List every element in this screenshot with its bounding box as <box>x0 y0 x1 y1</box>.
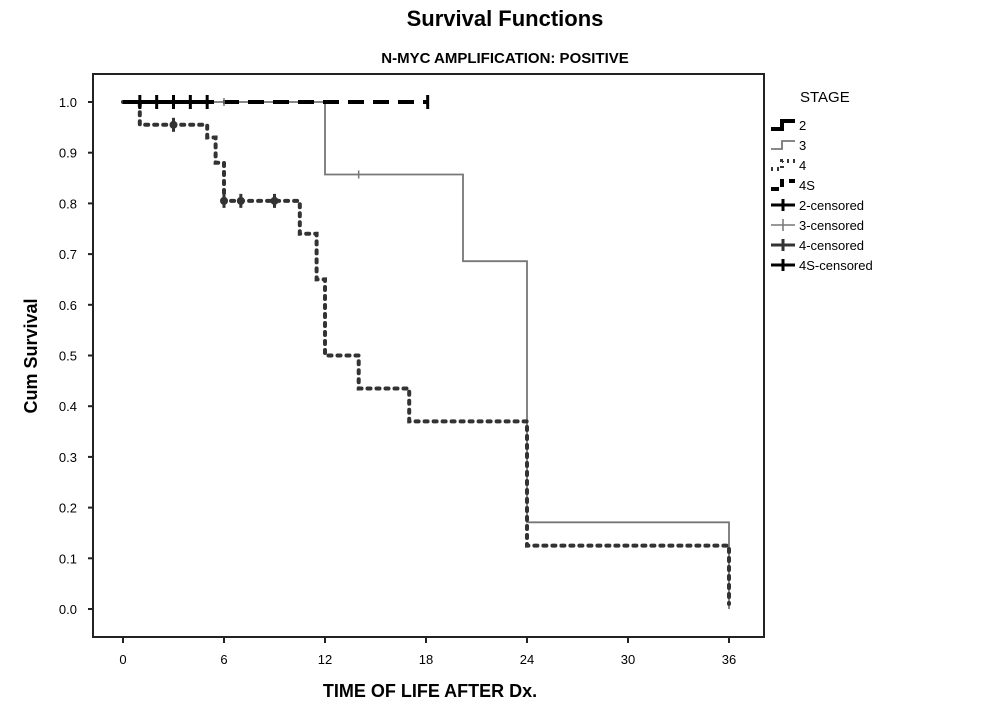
x-tick-label: 24 <box>520 652 534 667</box>
censor-markers <box>138 95 430 208</box>
legend-swatch-3 <box>771 140 795 150</box>
legend-label: 2-censored <box>799 198 864 213</box>
x-tick-label: 30 <box>621 652 635 667</box>
legend-label: 4S <box>799 178 815 193</box>
y-axis-ticks: 0.0 0.1 0.2 0.3 0.4 0.5 0.6 0.7 0.8 0.9 1.0 <box>59 95 93 617</box>
y-tick-label: 0.3 <box>59 450 77 465</box>
x-tick-label: 12 <box>318 652 332 667</box>
y-tick-label: 0.0 <box>59 602 77 617</box>
y-tick-label: 0.6 <box>59 298 77 313</box>
chart-title: Survival Functions <box>407 6 604 31</box>
censor-dot-4 <box>169 120 178 129</box>
plot-area-frame <box>92 73 765 638</box>
legend-label: 2 <box>799 118 806 133</box>
x-axis-title: TIME OF LIFE AFTER Dx. <box>323 681 537 701</box>
legend: STAGE 2 3 4 4S 2-censored 3-censored 4-censore… <box>771 89 873 273</box>
y-tick-label: 0.2 <box>59 501 77 516</box>
y-tick-label: 0.5 <box>59 349 77 364</box>
series-layer <box>121 100 731 609</box>
y-tick-label: 0.4 <box>59 399 77 414</box>
legend-label: 4S-censored <box>799 258 873 273</box>
y-tick-label: 0.9 <box>59 146 77 161</box>
legend-swatch-4s <box>771 179 795 191</box>
y-tick-label: 0.1 <box>59 551 77 566</box>
legend-swatch-4 <box>771 159 795 171</box>
x-axis-ticks: 0 6 12 18 24 30 36 <box>119 637 736 667</box>
censor-dot-4 <box>270 196 279 205</box>
x-tick-label: 18 <box>419 652 433 667</box>
legend-label: 4 <box>799 158 806 173</box>
x-tick-label: 0 <box>119 652 126 667</box>
y-axis-title: Cum Survival <box>21 298 41 413</box>
series-4-line <box>121 100 731 606</box>
legend-label: 4-censored <box>799 238 864 253</box>
legend-label: 3-censored <box>799 218 864 233</box>
legend-swatch-2 <box>771 119 795 131</box>
x-tick-label: 36 <box>722 652 736 667</box>
y-tick-label: 0.7 <box>59 247 77 262</box>
x-tick-label: 6 <box>220 652 227 667</box>
censor-dot-4 <box>220 196 228 205</box>
legend-title: STAGE <box>800 89 850 106</box>
y-tick-label: 0.8 <box>59 196 77 211</box>
series-3-line <box>123 101 730 609</box>
legend-label: 3 <box>799 138 806 153</box>
chart-subtitle: N-MYC AMPLIFICATION: POSITIVE <box>381 50 629 67</box>
y-tick-label: 1.0 <box>59 95 77 110</box>
censor-dot-4 <box>236 196 245 205</box>
